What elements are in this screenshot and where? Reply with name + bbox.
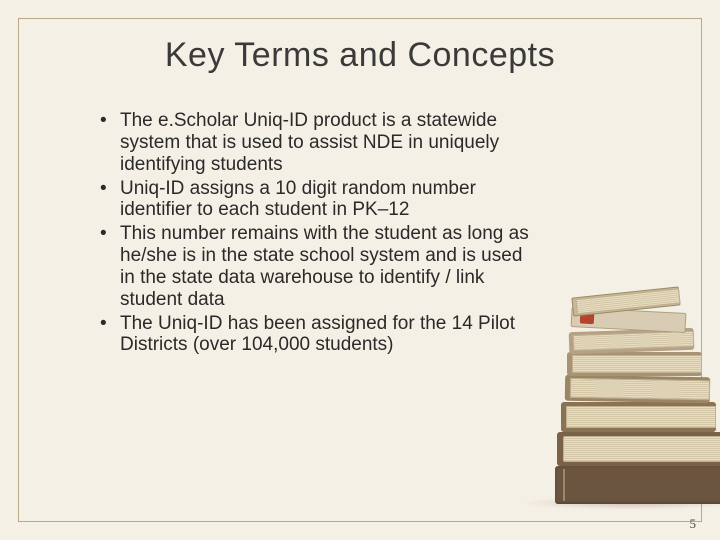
bullet-item: The e.Scholar Uniq-ID product is a state…	[100, 110, 530, 176]
bullet-item: The Uniq-ID has been assigned for the 14…	[100, 313, 530, 357]
bullet-item: This number remains with the student as …	[100, 223, 530, 310]
slide-title: Key Terms and Concepts	[0, 36, 720, 75]
bullet-item: Uniq-ID assigns a 10 digit random number…	[100, 178, 530, 222]
book-stack-image	[550, 224, 720, 504]
bullet-list: The e.Scholar Uniq-ID product is a state…	[100, 110, 530, 358]
page-number: 5	[690, 516, 697, 532]
